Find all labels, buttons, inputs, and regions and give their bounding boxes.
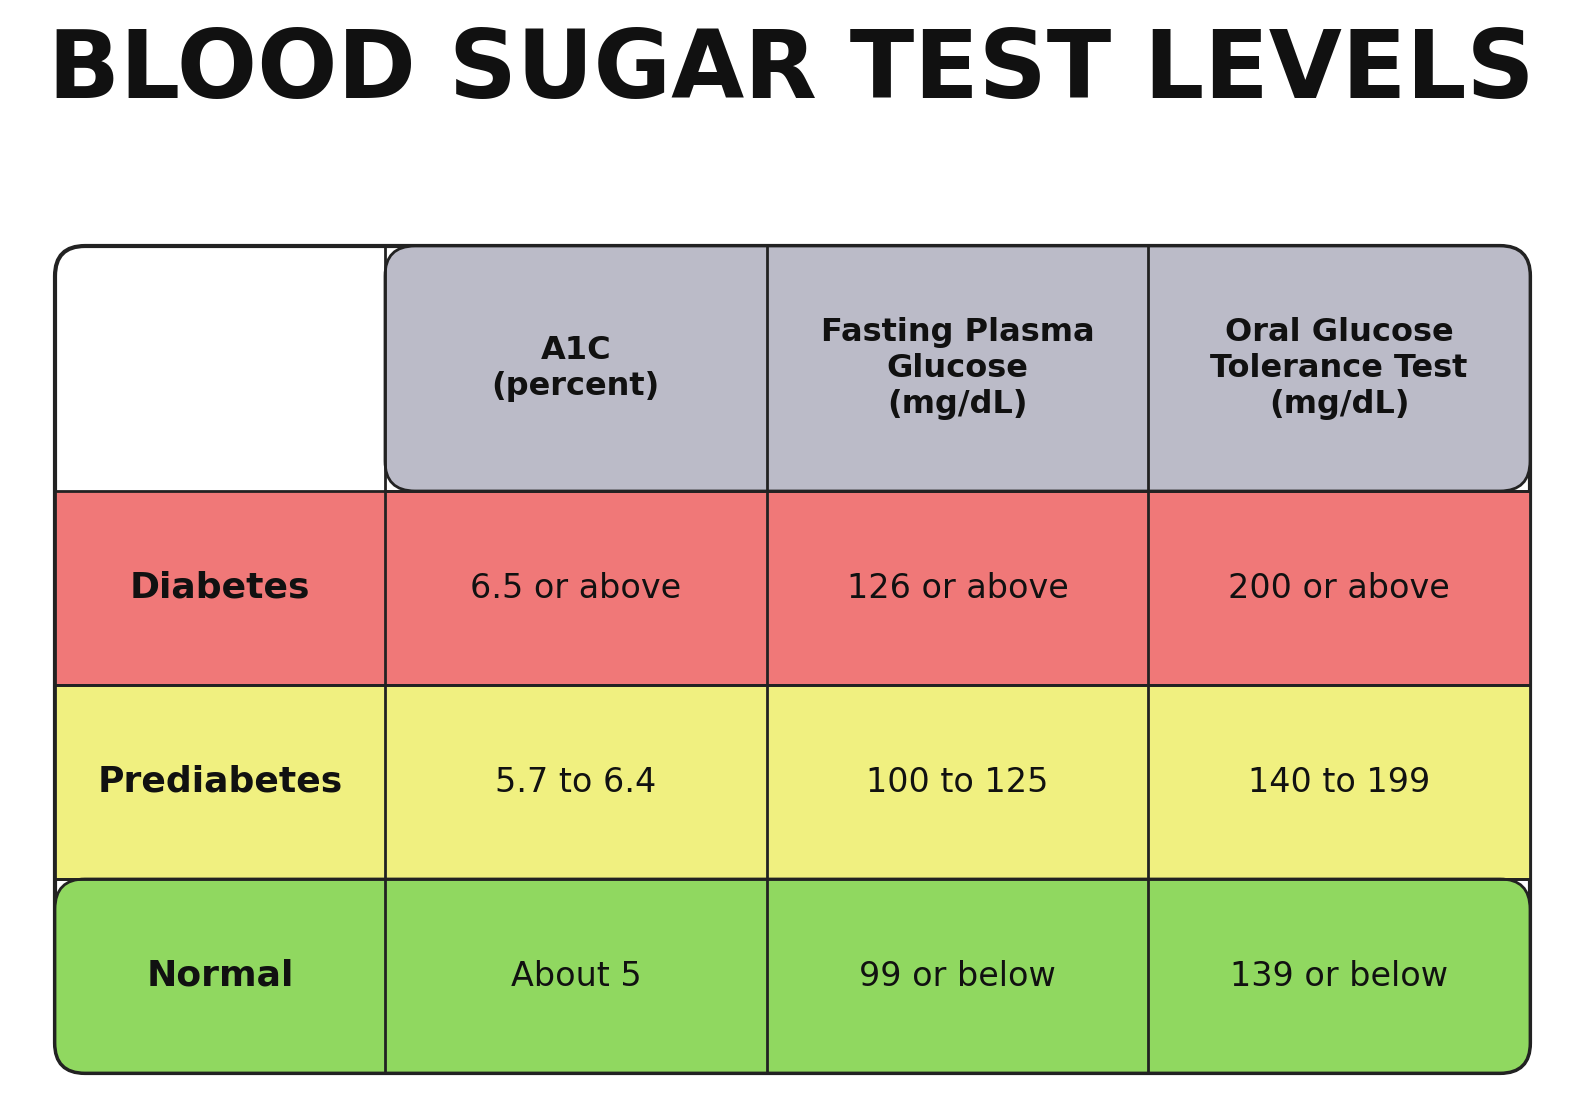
Text: A1C
(percent): A1C (percent) — [492, 335, 660, 402]
Text: 139 or below: 139 or below — [1231, 959, 1448, 992]
Bar — [55, 685, 1530, 879]
Text: 200 or above: 200 or above — [1228, 571, 1451, 604]
Text: Diabetes: Diabetes — [130, 571, 310, 606]
Text: 6.5 or above: 6.5 or above — [470, 571, 682, 604]
Text: 100 to 125: 100 to 125 — [867, 765, 1049, 798]
Text: BLOOD SUGAR TEST LEVELS: BLOOD SUGAR TEST LEVELS — [47, 26, 1535, 118]
Text: 126 or above: 126 or above — [846, 571, 1068, 604]
Text: Fasting Plasma
Glucose
(mg/dL): Fasting Plasma Glucose (mg/dL) — [821, 317, 1095, 419]
Text: Prediabetes: Prediabetes — [98, 765, 343, 799]
Bar — [55, 491, 1530, 685]
FancyBboxPatch shape — [55, 879, 1530, 1073]
Text: Normal: Normal — [146, 959, 294, 993]
Text: 140 to 199: 140 to 199 — [1248, 765, 1430, 798]
FancyBboxPatch shape — [384, 246, 1530, 491]
FancyBboxPatch shape — [55, 246, 1530, 1073]
Text: About 5: About 5 — [511, 959, 641, 992]
Text: 99 or below: 99 or below — [859, 959, 1055, 992]
Text: Oral Glucose
Tolerance Test
(mg/dL): Oral Glucose Tolerance Test (mg/dL) — [1210, 317, 1468, 419]
Text: 5.7 to 6.4: 5.7 to 6.4 — [495, 765, 657, 798]
